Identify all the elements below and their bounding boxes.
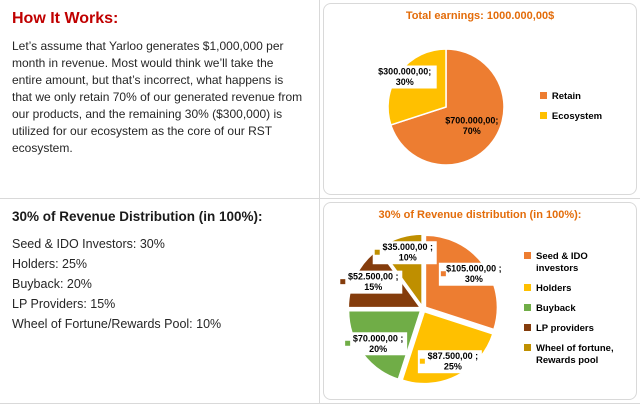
label-legend-key	[374, 249, 380, 255]
legend-swatch	[524, 344, 531, 351]
pie-chart: $700.000,00;70% $300.000,00;30%	[372, 48, 505, 166]
distribution-item: Buyback: 20%	[12, 277, 92, 291]
legend-label: LP providers	[536, 323, 594, 334]
legend-item-lp-providers: LP providers	[524, 323, 632, 335]
data-label-retain: $700.000,00;70%	[445, 115, 498, 136]
how-it-works-paragraph: Let’s assume that Yarloo generates $1,00…	[12, 39, 303, 155]
svg-text:30%: 30%	[396, 77, 414, 87]
svg-text:$700.000,00;: $700.000,00;	[445, 115, 498, 125]
legend-swatch	[539, 92, 547, 99]
legend-swatch	[524, 284, 531, 291]
legend-swatch	[524, 252, 531, 259]
legend-item-retain: Retain	[539, 91, 602, 103]
data-label-ecosystem: $300.000,00;30%	[372, 65, 437, 89]
svg-text:70%: 70%	[463, 126, 481, 136]
legend-swatch	[539, 112, 547, 119]
legend-swatch	[524, 304, 531, 311]
legend-item-holders: Holders	[524, 283, 632, 295]
svg-text:20%: 20%	[369, 344, 387, 354]
revenue-distribution-heading: 30% of Revenue Distribution (in 100%):	[12, 209, 263, 224]
pie-chart: $105.000,00 ;30% $87.500,00 ;25% $70.000,0…	[338, 233, 503, 385]
distribution-item: Holders: 25%	[12, 257, 88, 271]
total-earnings-chart-cell: Total earnings: 1000.000,00$ $700.000,00…	[320, 0, 640, 199]
revenue-distribution-section: 30% of Revenue Distribution (in 100%): S…	[0, 199, 320, 404]
svg-text:15%: 15%	[364, 282, 382, 292]
chart-body: $700.000,00; 70% $300.000,00; 30% Retain Eco…	[328, 22, 632, 192]
legend-label: Wheel of fortune, Rewards pool	[536, 343, 614, 366]
label-legend-key	[440, 271, 446, 277]
svg-text:25%: 25%	[444, 362, 462, 372]
legend-item-ecosystem: Ecosystem	[539, 111, 603, 123]
svg-text:10%: 10%	[399, 253, 417, 263]
svg-text:$300.000,00;: $300.000,00;	[378, 66, 431, 76]
legend-swatch	[524, 324, 531, 331]
distribution-item: LP Providers: 15%	[12, 297, 116, 311]
chart-legend: Seed & IDO investors Holders Buyback LP pro…	[524, 251, 632, 367]
data-label-seed-ido-investors: $105.000,00 ;30%	[438, 262, 503, 286]
svg-text:$70.000,00 ;: $70.000,00 ;	[353, 333, 404, 343]
data-label-holders: $87.500,00 ;25%	[417, 350, 482, 374]
revenue-distribution-chart: 30% of Revenue distribution (in 100%): $…	[323, 202, 637, 400]
distribution-item: Wheel of Fortune/Rewards Pool: 10%	[12, 317, 222, 331]
chart-title: 30% of Revenue distribution (in 100%):	[378, 209, 582, 221]
total-earnings-chart: Total earnings: 1000.000,00$ $700.000,00…	[323, 3, 637, 195]
legend-item-buyback: Buyback	[524, 303, 632, 315]
how-it-works-heading: How It Works:	[12, 10, 119, 27]
label-legend-key	[345, 340, 351, 346]
legend-label: Retain	[551, 91, 581, 102]
chart-body: $105.000,00 ; 30% $87.500,00 ; 25% $70.000,0…	[328, 221, 632, 397]
svg-text:30%: 30%	[465, 274, 483, 284]
svg-text:$35.000,00 ;: $35.000,00 ;	[382, 242, 433, 252]
svg-text:$52.500,00 ;: $52.500,00 ;	[348, 272, 399, 282]
legend-label: Seed & IDO investors	[536, 251, 588, 274]
legend-item-wheel-of-fortune-rewards-pool: Wheel of fortune, Rewards pool	[524, 343, 632, 367]
legend-label: Ecosystem	[551, 111, 603, 122]
chart-title: Total earnings: 1000.000,00$	[405, 10, 555, 22]
label-legend-key	[340, 279, 346, 285]
distribution-item: Seed & IDO Investors: 30%	[12, 237, 165, 251]
data-label-buyback: $70.000,00 ;20%	[343, 332, 408, 356]
how-it-works-section: How It Works: Let’s assume that Yarloo g…	[0, 0, 320, 199]
data-label-lp-providers: $52.500,00 ;15%	[338, 270, 403, 294]
chart-legend: Retain Ecosystem	[539, 91, 603, 123]
svg-text:$105.000,00 ;: $105.000,00 ;	[446, 264, 502, 274]
label-legend-key	[419, 358, 425, 364]
pie-slice-retain	[389, 48, 505, 166]
legend-item-seed-ido-investors: Seed & IDO investors	[524, 251, 632, 275]
legend-label: Holders	[536, 283, 572, 294]
data-label-wheel-of-fortune-rewards-pool: $35.000,00 ;10%	[372, 241, 437, 265]
legend-label: Buyback	[536, 303, 576, 314]
svg-text:$87.500,00 ;: $87.500,00 ;	[428, 351, 479, 361]
revenue-distribution-chart-cell: 30% of Revenue distribution (in 100%): $…	[320, 199, 640, 404]
